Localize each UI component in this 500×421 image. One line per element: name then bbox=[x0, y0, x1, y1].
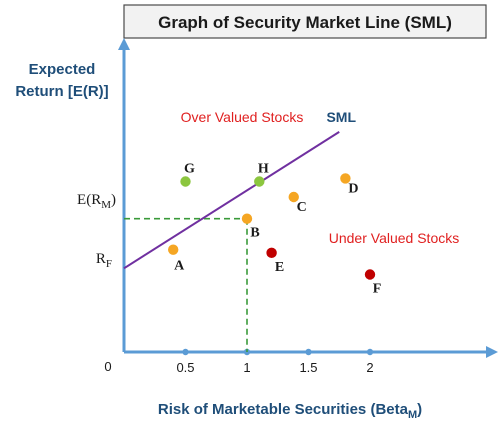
x-axis-title-close: ) bbox=[417, 401, 422, 418]
sml-label: SML bbox=[326, 109, 356, 125]
under-valued-annotation: Under Valued Stocks bbox=[329, 230, 459, 246]
x-tick-label: 2 bbox=[366, 360, 373, 375]
chart-marks: 0.5 1 1.5 2 SML A B C D G H E F bbox=[118, 38, 498, 375]
y-axis-arrow bbox=[118, 38, 130, 50]
chart-title: Graph of Security Market Line (SML) bbox=[158, 13, 452, 32]
market-return-label-sub: M bbox=[101, 199, 111, 211]
point-a bbox=[168, 244, 179, 255]
x-tick-mark bbox=[182, 348, 189, 356]
title-box bbox=[123, 4, 487, 39]
point-g bbox=[180, 176, 191, 187]
y-axis-title-line2: Return [E(R)] bbox=[15, 83, 108, 100]
point-label-f: F bbox=[373, 282, 382, 297]
x-axis-arrow bbox=[486, 346, 498, 358]
point-e bbox=[266, 247, 277, 258]
risk-free-label: RF bbox=[96, 251, 112, 270]
point-c bbox=[288, 191, 299, 203]
x-tick-label: 1.5 bbox=[299, 360, 317, 375]
x-axis-title-sub: M bbox=[408, 409, 417, 421]
x-axis-title: Risk of Marketable Securities (BetaM) bbox=[158, 401, 422, 421]
point-h bbox=[254, 176, 265, 187]
point-label-e: E bbox=[275, 260, 284, 275]
point-f bbox=[364, 269, 376, 280]
point-label-d: D bbox=[348, 181, 358, 196]
point-label-b: B bbox=[250, 226, 259, 241]
risk-free-label-sub: F bbox=[106, 258, 112, 270]
x-tick-label: 0.5 bbox=[176, 360, 194, 375]
market-return-label-post: ) bbox=[111, 192, 116, 208]
point-b bbox=[241, 213, 253, 224]
x-tick-label: 1 bbox=[243, 360, 250, 375]
risk-free-label-main: R bbox=[96, 251, 106, 267]
point-label-g: G bbox=[184, 162, 195, 177]
origin-label: 0 bbox=[104, 359, 111, 374]
y-axis-title-line1: Expected bbox=[29, 61, 96, 78]
sml-line bbox=[123, 131, 340, 270]
x-tick-mark bbox=[305, 348, 312, 356]
point-label-c: C bbox=[297, 200, 307, 215]
point-d bbox=[340, 173, 351, 184]
market-return-label-pre: E(R bbox=[77, 192, 101, 208]
market-return-label: E(RM) bbox=[77, 192, 116, 211]
x-axis-title-main: Risk of Marketable Securities (Beta bbox=[158, 401, 409, 418]
point-label-a: A bbox=[174, 259, 185, 274]
x-tick-mark bbox=[366, 348, 374, 356]
point-label-h: H bbox=[258, 162, 269, 177]
over-valued-annotation: Over Valued Stocks bbox=[181, 109, 304, 125]
